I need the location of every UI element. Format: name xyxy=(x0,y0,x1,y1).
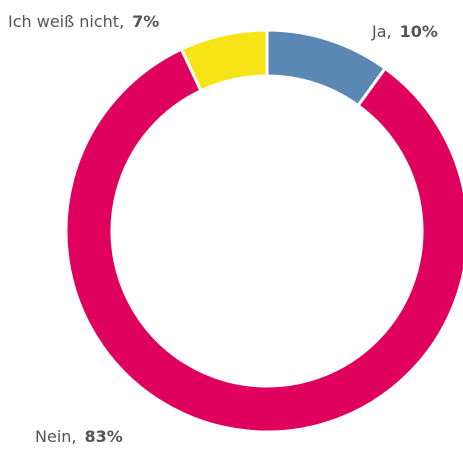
value-label: 7% xyxy=(132,12,159,31)
slice-label: Nein, 83% xyxy=(35,427,123,446)
category-label: Nein, xyxy=(35,427,76,446)
value-label: 83% xyxy=(84,427,122,446)
value-label: 10% xyxy=(400,22,438,41)
slice xyxy=(64,47,463,434)
slice xyxy=(179,28,269,93)
slice-label: Ich weiß nicht, 7% xyxy=(8,12,159,31)
category-label: Ich weiß nicht, xyxy=(8,12,124,31)
category-label: Ja, xyxy=(371,22,392,41)
slice-label: Ja, 10% xyxy=(371,22,438,41)
